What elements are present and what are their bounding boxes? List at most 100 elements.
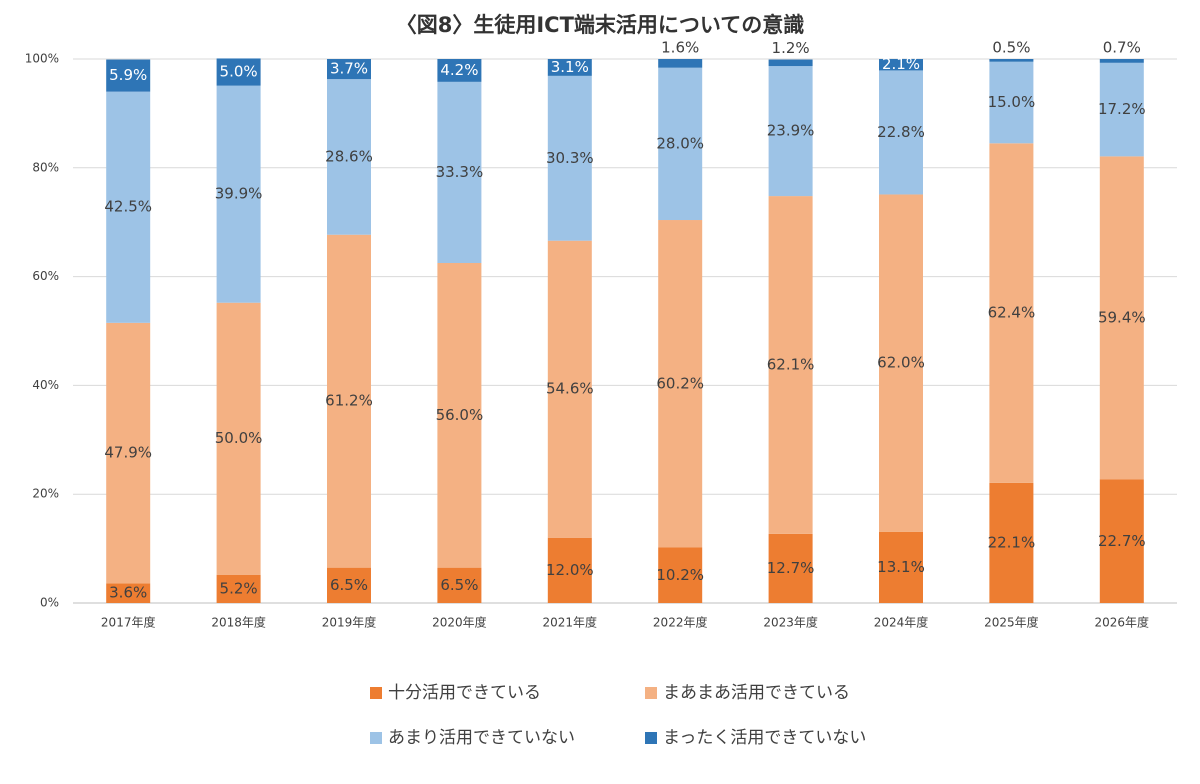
bar-segment (547, 240, 592, 538)
data-label: 6.5% (330, 576, 368, 594)
bar-segment (437, 567, 482, 603)
bar-segment (216, 574, 261, 603)
data-label: 12.0% (546, 561, 594, 579)
data-label: 2.1% (882, 55, 920, 73)
data-label: 15.0% (988, 93, 1036, 111)
data-label: 5.9% (109, 66, 147, 84)
bar-segment (658, 220, 703, 548)
data-label: 54.6% (546, 380, 594, 398)
bar-segment (1099, 59, 1144, 63)
y-tick-label: 80% (32, 160, 59, 174)
data-label: 62.1% (767, 356, 815, 374)
data-label: 62.0% (877, 354, 925, 372)
bar-segment (658, 67, 703, 221)
bar-segment (106, 583, 151, 603)
bar-segment (216, 302, 261, 575)
x-tick-label: 2020年度 (432, 615, 487, 630)
legend-swatch (370, 732, 382, 744)
data-label: 39.9% (215, 185, 263, 203)
bar-segment (879, 70, 923, 195)
data-label: 13.1% (877, 558, 925, 576)
data-label: 10.2% (656, 566, 704, 584)
bar-segment (437, 81, 482, 264)
bar-segment (989, 59, 1034, 62)
bar-segment (879, 59, 923, 71)
data-label: 56.0% (436, 406, 484, 424)
bar-segment (106, 91, 151, 323)
bar-segment (768, 196, 813, 534)
data-label: 5.2% (220, 579, 258, 597)
data-label: 22.7% (1098, 532, 1146, 550)
data-label: 12.7% (767, 559, 815, 577)
y-tick-label: 60% (32, 269, 59, 283)
bar-segment (547, 537, 592, 603)
data-label: 60.2% (656, 374, 704, 392)
legend-label: まったく活用できていない (663, 728, 866, 748)
data-label: 61.2% (325, 392, 373, 410)
bar-segment (327, 234, 371, 568)
bar-segment (768, 59, 813, 67)
data-label: 62.4% (988, 304, 1036, 322)
data-label: 50.0% (215, 429, 263, 447)
bar-segment (216, 85, 261, 303)
data-label: 33.3% (436, 163, 484, 181)
y-tick-label: 20% (32, 487, 59, 501)
bar-segment (658, 59, 703, 68)
bar-segment (1099, 479, 1144, 603)
bar-segment (327, 567, 371, 603)
legend-swatch (645, 732, 657, 744)
data-label: 59.4% (1098, 308, 1146, 326)
x-tick-label: 2025年度 (984, 615, 1039, 630)
data-label: 0.7% (1103, 39, 1141, 57)
x-tick-label: 2023年度 (763, 615, 818, 630)
legend-label: まあまあ活用できている (663, 683, 850, 703)
legend-label: 十分活用できている (388, 683, 541, 703)
data-label: 4.2% (440, 61, 478, 79)
bar-segment (879, 194, 923, 532)
bar-segment (1099, 62, 1144, 157)
data-label: 30.3% (546, 149, 594, 167)
bar-segment (768, 66, 813, 197)
x-tick-label: 2024年度 (874, 615, 929, 630)
x-tick-label: 2026年度 (1095, 615, 1150, 630)
bar-segment (216, 58, 261, 86)
y-tick-label: 40% (32, 378, 59, 392)
bar-segment (768, 533, 813, 603)
bar-segment (437, 263, 482, 568)
bar-segment (437, 59, 482, 82)
data-label: 1.6% (661, 39, 699, 57)
bar-segment (989, 482, 1034, 603)
x-tick-label: 2022年度 (653, 615, 708, 630)
data-label: 23.9% (767, 122, 815, 140)
bar-segment (547, 59, 592, 76)
bar-segment (658, 547, 703, 603)
data-label: 17.2% (1098, 100, 1146, 118)
data-label: 42.5% (104, 198, 152, 216)
data-label: 47.9% (104, 444, 152, 462)
x-tick-label: 2018年度 (211, 615, 266, 630)
legend-swatch (370, 687, 382, 699)
bar-segment (327, 79, 371, 235)
data-label: 22.8% (877, 123, 925, 141)
data-label: 5.0% (220, 63, 258, 81)
bar-segment (106, 59, 151, 92)
data-label: 3.1% (551, 58, 589, 76)
bar-segment (879, 531, 923, 603)
bar-segment (1099, 156, 1144, 480)
data-label: 22.1% (988, 533, 1036, 551)
chart-title: 〈図8〉生徒用ICT端末活用についての意識 (396, 13, 805, 37)
x-tick-label: 2017年度 (101, 615, 156, 630)
data-label: 28.6% (325, 147, 373, 165)
bar-segment (547, 75, 592, 241)
x-tick-label: 2021年度 (543, 615, 598, 630)
x-tick-label: 2019年度 (322, 615, 377, 630)
data-label: 3.7% (330, 60, 368, 78)
data-label: 1.2% (772, 39, 810, 57)
bar-segment (327, 59, 371, 80)
bar-segment (106, 322, 151, 584)
legend-swatch (645, 687, 657, 699)
legend-label: あまり活用できていない (388, 728, 575, 748)
data-label: 0.5% (992, 39, 1030, 57)
y-tick-label: 0% (40, 596, 59, 610)
